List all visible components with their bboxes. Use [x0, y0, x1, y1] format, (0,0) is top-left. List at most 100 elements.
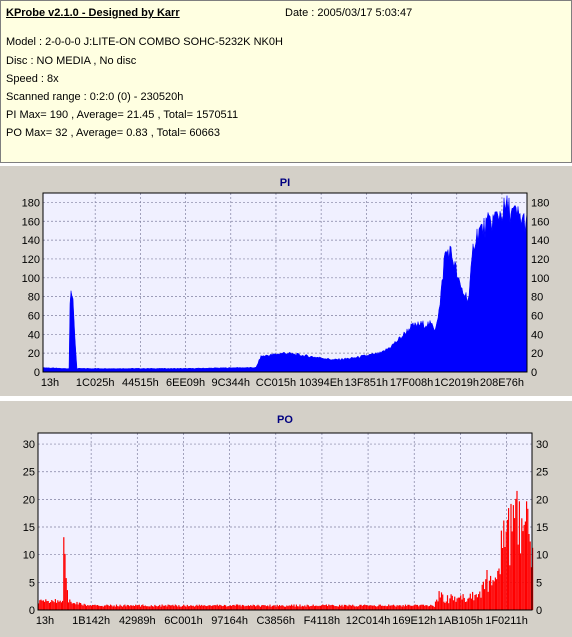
- plot-border: [42, 192, 528, 373]
- po-bar: [365, 605, 367, 610]
- po-bar: [39, 600, 41, 610]
- po-bar: [50, 602, 52, 610]
- po-bar: [403, 606, 405, 610]
- po-bar: [66, 590, 68, 610]
- po-bar: [157, 605, 160, 610]
- po-bar: [203, 605, 205, 610]
- po-bar: [221, 606, 223, 610]
- po-bar: [285, 606, 287, 610]
- po-bar: [144, 605, 146, 610]
- po-bar: [528, 534, 530, 610]
- po-bar: [279, 605, 281, 610]
- po-bar: [398, 605, 401, 610]
- po-bar: [281, 605, 283, 610]
- po-bar: [494, 577, 496, 610]
- model-line: Model : 2-0-0-0 J:LITE-ON COMBO SOHC-523…: [6, 36, 283, 48]
- po-bar: [299, 604, 301, 610]
- po-bar: [90, 605, 92, 610]
- po-bar: [255, 606, 257, 610]
- po-bar: [223, 604, 225, 610]
- po-bar: [488, 580, 490, 610]
- x-tick-label: 17F008h: [390, 377, 433, 389]
- po-bar: [241, 604, 243, 610]
- po-bar: [74, 603, 76, 610]
- po-bar: [394, 605, 396, 610]
- po-bar: [492, 580, 494, 610]
- scan-date: Date : 2005/03/17 5:03:47: [285, 7, 413, 19]
- po-bar: [354, 606, 356, 610]
- po-bar: [436, 599, 438, 610]
- po-bar: [316, 605, 318, 610]
- po-bar: [376, 606, 378, 610]
- po-bar: [345, 604, 347, 610]
- po-bar: [137, 605, 139, 610]
- po-bar: [283, 606, 285, 610]
- po-bar: [462, 594, 464, 610]
- po-bar: [444, 602, 446, 610]
- po-bar: [277, 606, 279, 610]
- disc-line: Disc : NO MEDIA , No disc: [6, 55, 137, 67]
- po-bar: [62, 600, 64, 610]
- po-bar: [361, 605, 363, 610]
- po-bar: [448, 603, 450, 610]
- po-bar: [343, 604, 345, 610]
- po-bar: [331, 604, 333, 610]
- po-bar: [334, 606, 336, 610]
- po-bar: [168, 604, 170, 610]
- po-bar: [244, 606, 246, 610]
- x-tick-label: CC015h: [256, 377, 296, 389]
- po-bar: [274, 605, 276, 610]
- po-bar: [373, 605, 375, 610]
- y-tick-label-left: 60: [28, 310, 40, 322]
- po-bar: [349, 605, 351, 610]
- po-bar: [355, 606, 357, 610]
- po-bar: [529, 541, 531, 610]
- po-bar: [512, 505, 514, 610]
- po-bar: [40, 599, 42, 610]
- po-bar: [271, 605, 273, 610]
- po-bar: [415, 604, 417, 610]
- po-bar: [102, 606, 104, 610]
- po-bar: [289, 605, 291, 610]
- po-bar: [214, 605, 216, 610]
- x-tick-label: 13F851h: [345, 377, 388, 389]
- po-bar: [428, 605, 431, 610]
- y-tick-label-right: 140: [531, 235, 549, 247]
- po-bar: [216, 604, 218, 610]
- po-bar: [446, 595, 449, 610]
- po-bar: [175, 605, 178, 610]
- po-bar: [80, 603, 82, 610]
- po-bar: [149, 606, 151, 610]
- po-bar: [353, 605, 355, 610]
- po-bar: [154, 604, 156, 610]
- y-tick-label-left: 40: [28, 329, 40, 341]
- x-tick-label: 169E12h: [392, 615, 436, 627]
- po-bar: [41, 600, 43, 610]
- po-bar: [195, 605, 197, 610]
- po-bar: [505, 531, 507, 610]
- po-bar: [252, 604, 254, 610]
- po-bar: [127, 605, 130, 610]
- po-bar: [253, 605, 255, 610]
- po-bar: [370, 605, 372, 610]
- po-bar: [64, 553, 66, 610]
- app-title: KProbe v2.1.0 - Designed by Karr: [6, 7, 180, 19]
- x-tick-label: 1C025h: [76, 377, 115, 389]
- po-bar: [506, 519, 508, 610]
- y-tick-label-right: 20: [536, 494, 548, 506]
- po-bar: [193, 606, 196, 610]
- x-tick-label: 42989h: [119, 615, 156, 627]
- po-bar: [484, 589, 486, 610]
- po-bar: [445, 601, 447, 610]
- po-bar: [452, 600, 455, 610]
- po-bar: [493, 581, 495, 610]
- po-bar: [59, 600, 61, 610]
- po-bar: [406, 606, 408, 610]
- y-tick-label-left: 5: [29, 577, 35, 589]
- po-bar: [68, 602, 70, 610]
- po-bar: [198, 604, 200, 610]
- po-bar: [166, 606, 168, 610]
- po-bar: [75, 604, 77, 610]
- po-bar: [480, 597, 482, 610]
- po-bar: [96, 605, 98, 610]
